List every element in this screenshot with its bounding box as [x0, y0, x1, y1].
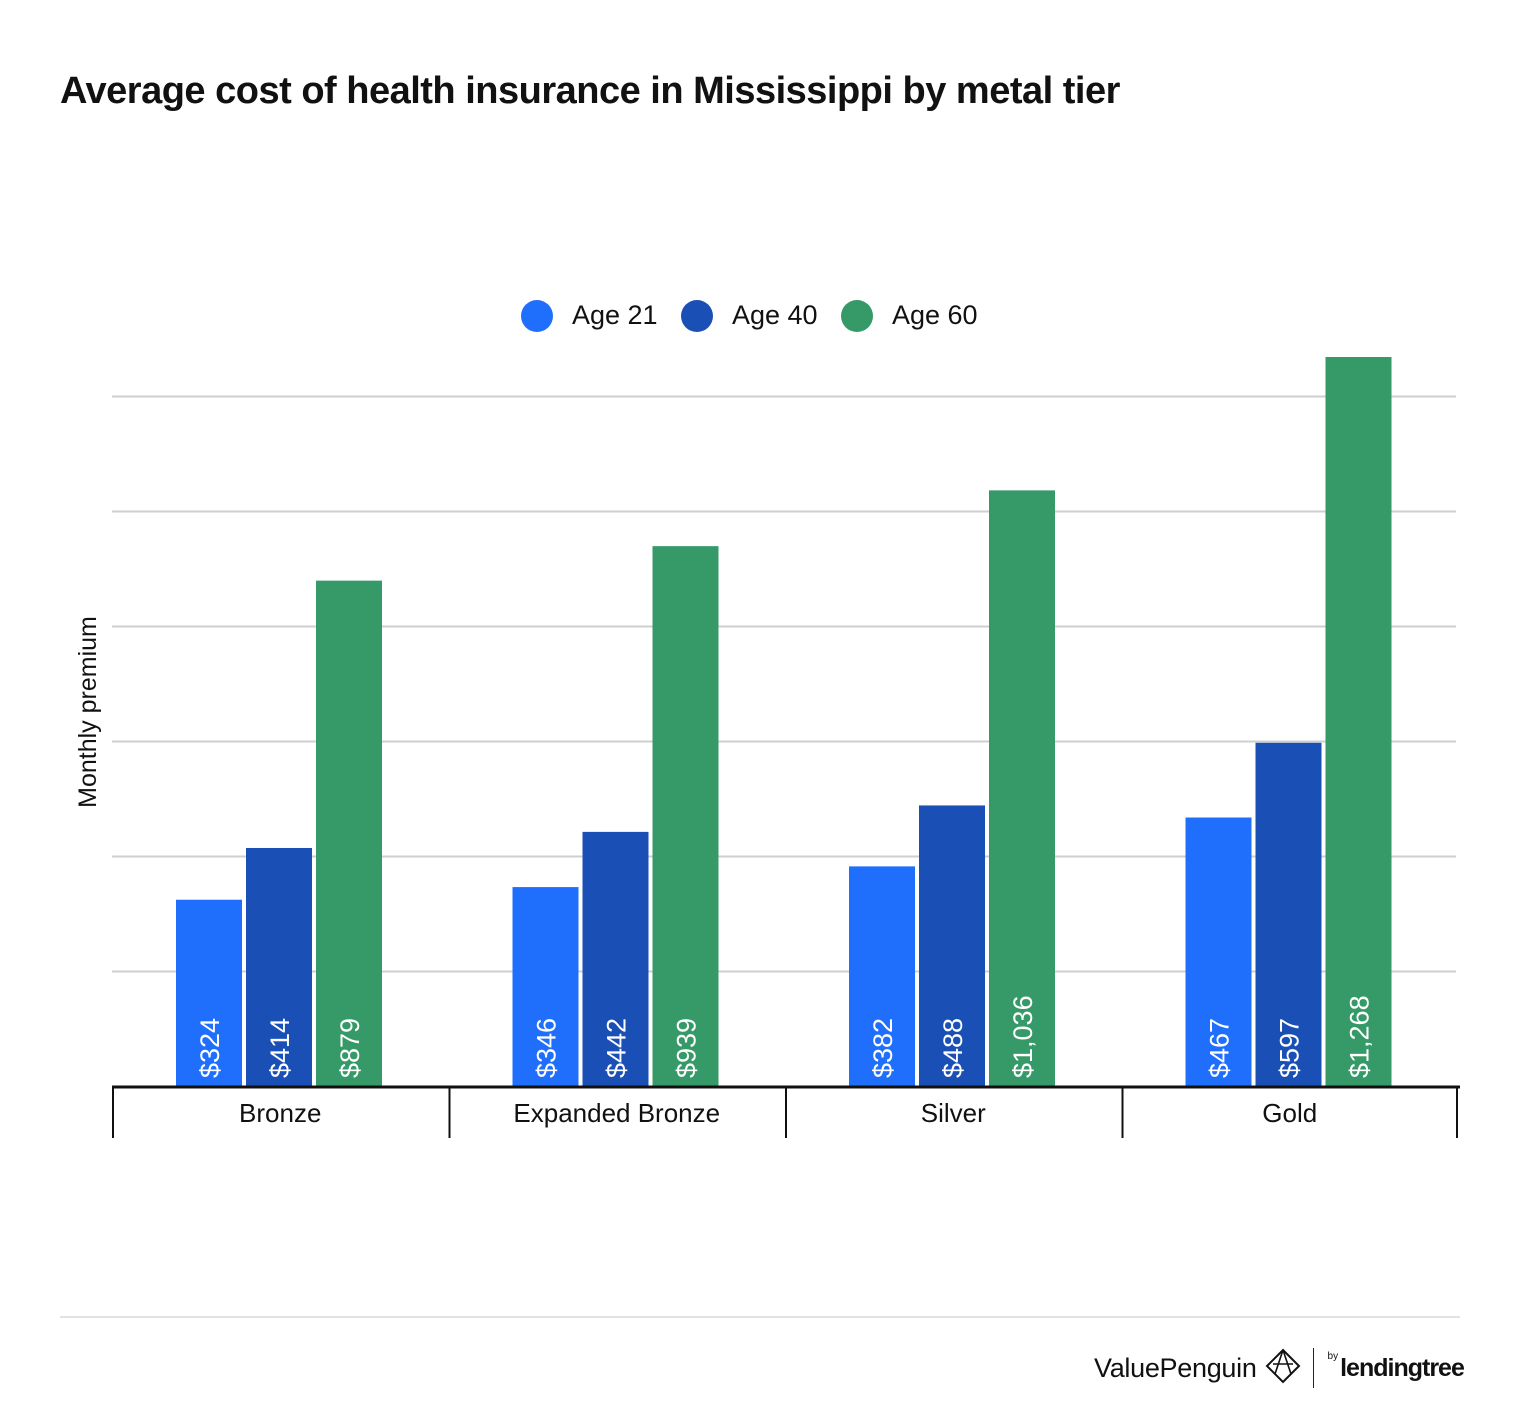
- brand-logo: ValuePenguin by lendingtree: [1094, 1346, 1465, 1390]
- data-label: $414: [265, 1018, 295, 1078]
- data-label: $442: [602, 1018, 632, 1078]
- brand-by: by: [1327, 1350, 1339, 1362]
- bar-chart: Age 21 Age 40 Age 60 $324 $414 $879 $346 $442 $…: [74, 300, 1460, 1138]
- bar: [246, 847, 312, 1086]
- legend-swatch-3: [841, 300, 873, 332]
- data-label: $879: [335, 1018, 365, 1078]
- bar: [582, 831, 649, 1086]
- bar: [1255, 742, 1322, 1086]
- legend-swatch-1: [521, 300, 553, 332]
- bar: [989, 490, 1055, 1086]
- x-tick-label: Bronze: [239, 1098, 321, 1128]
- valuepenguin-wordmark: ValuePenguin: [1094, 1352, 1257, 1383]
- data-label: $382: [868, 1018, 898, 1078]
- legend-label-2: Age 40: [732, 300, 818, 330]
- bar: [919, 805, 985, 1086]
- bar: [1325, 357, 1392, 1086]
- data-label: $324: [195, 1018, 225, 1078]
- bar: [849, 866, 915, 1086]
- data-label: $1,268: [1345, 995, 1375, 1078]
- data-label: $1,036: [1008, 995, 1038, 1078]
- x-tick-label: Gold: [1262, 1098, 1317, 1128]
- bars: $324 $414 $879 $346 $442 $939 $382 $488 $1,036 $4…: [176, 357, 1392, 1086]
- data-label: $597: [1275, 1018, 1305, 1078]
- x-axis: Bronze Expanded Bronze Silver Gold: [112, 1085, 1460, 1138]
- legend-label-1: Age 21: [572, 300, 658, 330]
- data-label: $939: [672, 1018, 702, 1078]
- x-tick-label: Silver: [921, 1098, 986, 1128]
- valuepenguin-diamond-icon: [1265, 1348, 1301, 1389]
- bar: [316, 580, 382, 1086]
- chart-title: Average cost of health insurance in Miss…: [60, 70, 1120, 112]
- x-tick-label: Expanded Bronze: [513, 1098, 720, 1128]
- y-axis-label: Monthly premium: [74, 616, 102, 808]
- bar: [652, 546, 719, 1086]
- footer-divider: [60, 1316, 1460, 1318]
- data-label: $346: [532, 1018, 562, 1078]
- legend-label-3: Age 60: [892, 300, 978, 330]
- lendingtree-wordmark: lendingtree: [1340, 1353, 1465, 1382]
- legend: Age 21 Age 40 Age 60: [521, 300, 978, 332]
- gridlines: [112, 395, 1456, 973]
- legend-swatch-2: [681, 300, 713, 332]
- bar: [512, 887, 579, 1086]
- bar: [1185, 817, 1252, 1086]
- bar: [176, 899, 242, 1086]
- brand-separator: [1312, 1348, 1314, 1388]
- data-label: $488: [938, 1018, 968, 1078]
- data-label: $467: [1205, 1018, 1235, 1078]
